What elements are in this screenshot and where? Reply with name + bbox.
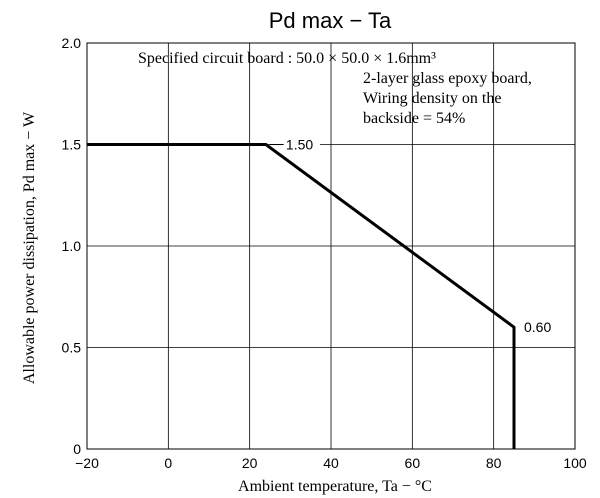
y-tick-label: 1.5	[62, 137, 82, 153]
x-tick-label: 40	[323, 455, 339, 471]
annotation-label: 1.50	[286, 137, 313, 153]
series-line	[87, 143, 516, 449]
x-tick-label: −20	[75, 455, 99, 471]
annotation-label: 0.60	[524, 319, 551, 335]
board-note-line-1: Specified circuit board : 50.0 × 50.0 × …	[138, 50, 436, 67]
x-tick-label: 80	[486, 455, 502, 471]
series-group	[87, 143, 516, 449]
annotation-label-bg	[283, 135, 320, 154]
board-note: Specified circuit board : 50.0 × 50.0 × …	[138, 50, 532, 127]
board-note-line-4: backside = 54%	[363, 110, 465, 127]
y-tick-label: 1.0	[62, 238, 82, 254]
x-tick-label: 100	[563, 455, 587, 471]
annotations: 1.50 0.60	[269, 135, 551, 335]
x-tick-label: 20	[242, 455, 258, 471]
x-axis-label: Ambient temperature, Ta − °C	[238, 478, 432, 495]
plot-frame	[86, 42, 576, 450]
board-note-line-3: Wiring density on the	[363, 90, 501, 107]
x-tick-label: 60	[405, 455, 421, 471]
y-tick-label: 0	[73, 441, 81, 457]
chart-title: Pd max − Ta	[269, 8, 392, 33]
y-axis-label: Allowable power dissipation, Pd max − W	[21, 111, 38, 384]
y-tick-label: 0.5	[62, 340, 82, 356]
board-note-line-2: 2-layer glass epoxy board,	[363, 70, 532, 87]
x-tick-label: 0	[164, 455, 172, 471]
y-tick-label: 2.0	[62, 35, 82, 51]
y-tick-labels: 0 0.5 1.0 1.5 2.0	[62, 35, 82, 457]
grid-lines	[87, 43, 575, 449]
x-tick-labels: −20 0 20 40 60 80 100	[75, 455, 587, 471]
